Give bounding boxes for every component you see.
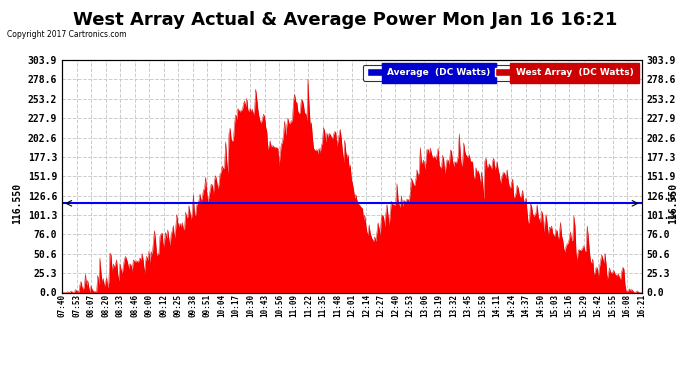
Text: Copyright 2017 Cartronics.com: Copyright 2017 Cartronics.com bbox=[7, 30, 126, 39]
Legend: Average  (DC Watts), West Array  (DC Watts): Average (DC Watts), West Array (DC Watts… bbox=[363, 64, 637, 81]
Text: 116.550: 116.550 bbox=[12, 183, 22, 224]
Text: 116.550: 116.550 bbox=[668, 183, 678, 224]
Text: West Array Actual & Average Power Mon Jan 16 16:21: West Array Actual & Average Power Mon Ja… bbox=[73, 11, 617, 29]
